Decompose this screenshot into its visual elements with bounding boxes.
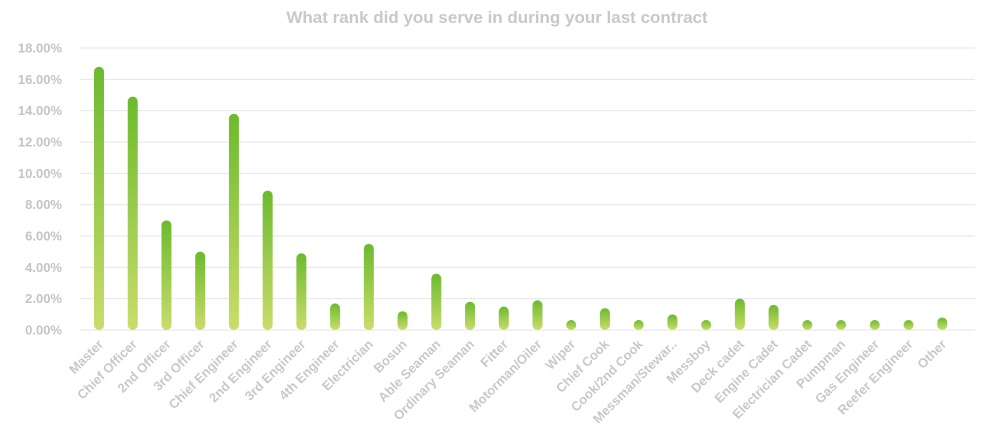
bar-2nd-officer <box>161 220 172 330</box>
bar-electrician-cadet <box>802 320 813 330</box>
bar-engine-cadet <box>768 304 779 330</box>
grid-layer <box>80 47 975 331</box>
y-tick-label: 14.00% <box>18 103 63 118</box>
bar-3rd-officer <box>195 251 206 330</box>
bar-reefer-engineer <box>903 320 914 330</box>
bar-gas-engineer <box>869 320 880 330</box>
bar-messboy <box>701 320 712 330</box>
bar-wiper <box>566 320 577 330</box>
bar-motorman-oiler <box>532 300 543 330</box>
bar-3rd-engineer <box>296 253 307 330</box>
y-tick-label: 2.00% <box>25 291 62 306</box>
chart-title: What rank did you serve in during your l… <box>286 8 708 27</box>
bar-able-seaman <box>431 273 442 330</box>
bar-chief-engineer <box>228 113 239 330</box>
bar-other <box>937 317 948 330</box>
bar-messman-stewar <box>667 314 678 330</box>
x-tick-label: Other <box>914 337 949 372</box>
y-tick-label: 8.00% <box>25 197 62 212</box>
bar-deck-cadet <box>734 298 745 330</box>
bar-fitter <box>498 306 509 330</box>
bar-bosun <box>397 311 408 330</box>
y-tick-label: 6.00% <box>25 229 62 244</box>
bar-pumpman <box>836 320 847 330</box>
y-tick-label: 4.00% <box>25 260 62 275</box>
y-axis-ticks: 0.00% 2.00% 4.00% 6.00% 8.00% 10.00% 12.00% 14.… <box>18 41 63 338</box>
y-tick-label: 0.00% <box>25 323 62 338</box>
bar-4th-engineer <box>330 303 341 330</box>
bar-master <box>94 66 104 331</box>
bar-chief-officer <box>127 96 138 330</box>
bar-chief-cook <box>599 308 610 330</box>
bars <box>94 66 948 331</box>
bar-cook-2nd-cook <box>633 320 644 330</box>
y-tick-label: 10.00% <box>18 166 63 181</box>
y-tick-label: 18.00% <box>18 41 63 56</box>
bar-electrician <box>363 243 374 330</box>
y-tick-label: 12.00% <box>18 135 63 150</box>
bar-2nd-engineer <box>262 190 273 330</box>
bar-ordinary-seaman <box>465 301 476 330</box>
y-tick-label: 16.00% <box>18 72 63 87</box>
